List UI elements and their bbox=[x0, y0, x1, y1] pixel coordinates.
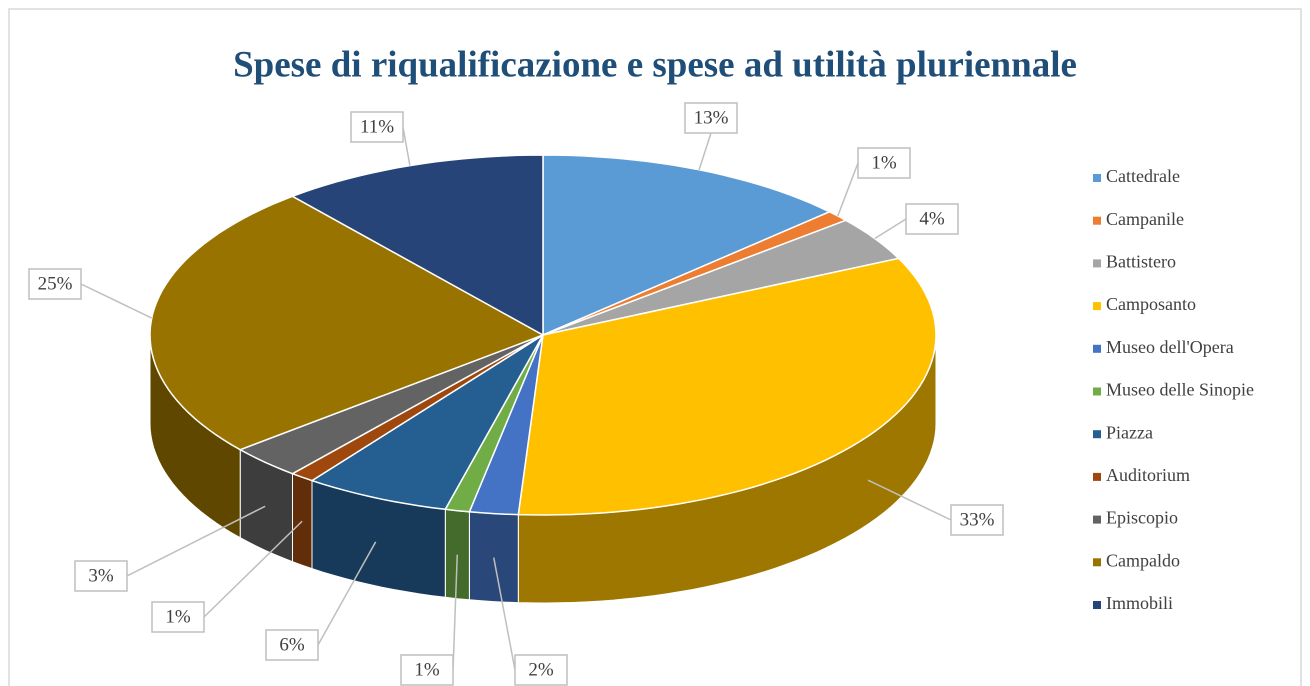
data-label-box bbox=[514, 654, 568, 686]
leader-line bbox=[867, 479, 952, 521]
leader-line bbox=[402, 126, 411, 166]
data-label: 1% bbox=[871, 152, 897, 173]
legend-label: Episcopio bbox=[1106, 508, 1178, 528]
data-label-box bbox=[28, 268, 82, 300]
legend-label: Cattedrale bbox=[1106, 166, 1180, 186]
legend-label: Museo dell'Opera bbox=[1106, 337, 1234, 357]
leader-line bbox=[493, 557, 516, 671]
legend-swatch bbox=[1093, 472, 1101, 481]
leader-line bbox=[874, 218, 907, 240]
legend-swatch bbox=[1093, 515, 1101, 524]
data-label: 11% bbox=[360, 116, 394, 137]
legend-swatch bbox=[1093, 216, 1101, 225]
data-label: 2% bbox=[528, 659, 554, 680]
leader-line bbox=[452, 554, 459, 671]
legend-swatch bbox=[1093, 558, 1101, 567]
legend-swatch bbox=[1093, 174, 1101, 182]
leader-line bbox=[317, 541, 377, 646]
leader-line bbox=[126, 505, 266, 577]
leader-line bbox=[698, 132, 712, 171]
legend-label: Camposanto bbox=[1106, 294, 1196, 314]
data-label-box bbox=[74, 560, 128, 592]
data-label-box bbox=[151, 601, 205, 633]
legend-label: Battistero bbox=[1106, 252, 1176, 272]
data-label-box bbox=[905, 203, 959, 235]
legend-label: Museo delle Sinopie bbox=[1106, 380, 1254, 400]
data-label: 25% bbox=[38, 273, 73, 294]
pie-slice bbox=[542, 219, 901, 336]
data-label-box bbox=[265, 629, 319, 661]
data-label: 1% bbox=[414, 659, 440, 680]
pie-slice bbox=[517, 257, 937, 516]
legend-label: Auditorium bbox=[1106, 465, 1190, 485]
pie-slice bbox=[149, 195, 545, 451]
legend-swatch bbox=[1093, 601, 1101, 609]
legend-swatch bbox=[1093, 387, 1101, 396]
data-label-box bbox=[857, 147, 911, 179]
data-label: 1% bbox=[165, 606, 191, 627]
data-label: 6% bbox=[279, 634, 305, 655]
pie-slice bbox=[238, 334, 544, 475]
chart-title: Spese di riqualificazione e spese ad uti… bbox=[233, 44, 1077, 85]
data-label-box bbox=[950, 504, 1004, 536]
legend-label: Immobili bbox=[1106, 593, 1173, 613]
pie-slice-side bbox=[468, 511, 519, 604]
pie-slice bbox=[310, 334, 544, 511]
pie-slice-side bbox=[292, 472, 313, 570]
legend-label: Campanile bbox=[1106, 209, 1184, 229]
data-label: 33% bbox=[960, 509, 995, 530]
legend-swatch bbox=[1093, 344, 1101, 353]
leader-line bbox=[80, 283, 153, 319]
data-label-box bbox=[350, 111, 404, 143]
data-label: 4% bbox=[919, 208, 945, 229]
data-label-box bbox=[400, 654, 454, 686]
data-label: 13% bbox=[694, 107, 729, 128]
data-label: 3% bbox=[88, 565, 114, 586]
legend-swatch bbox=[1093, 259, 1101, 268]
leader-line bbox=[837, 162, 859, 217]
legend-swatch bbox=[1093, 430, 1101, 439]
legend-label: Campaldo bbox=[1106, 550, 1180, 570]
leader-line bbox=[203, 520, 303, 618]
pie-slice-side bbox=[444, 508, 470, 601]
legend-swatch bbox=[1093, 302, 1101, 311]
legend-label: Piazza bbox=[1106, 422, 1153, 442]
data-label-box bbox=[684, 102, 738, 134]
